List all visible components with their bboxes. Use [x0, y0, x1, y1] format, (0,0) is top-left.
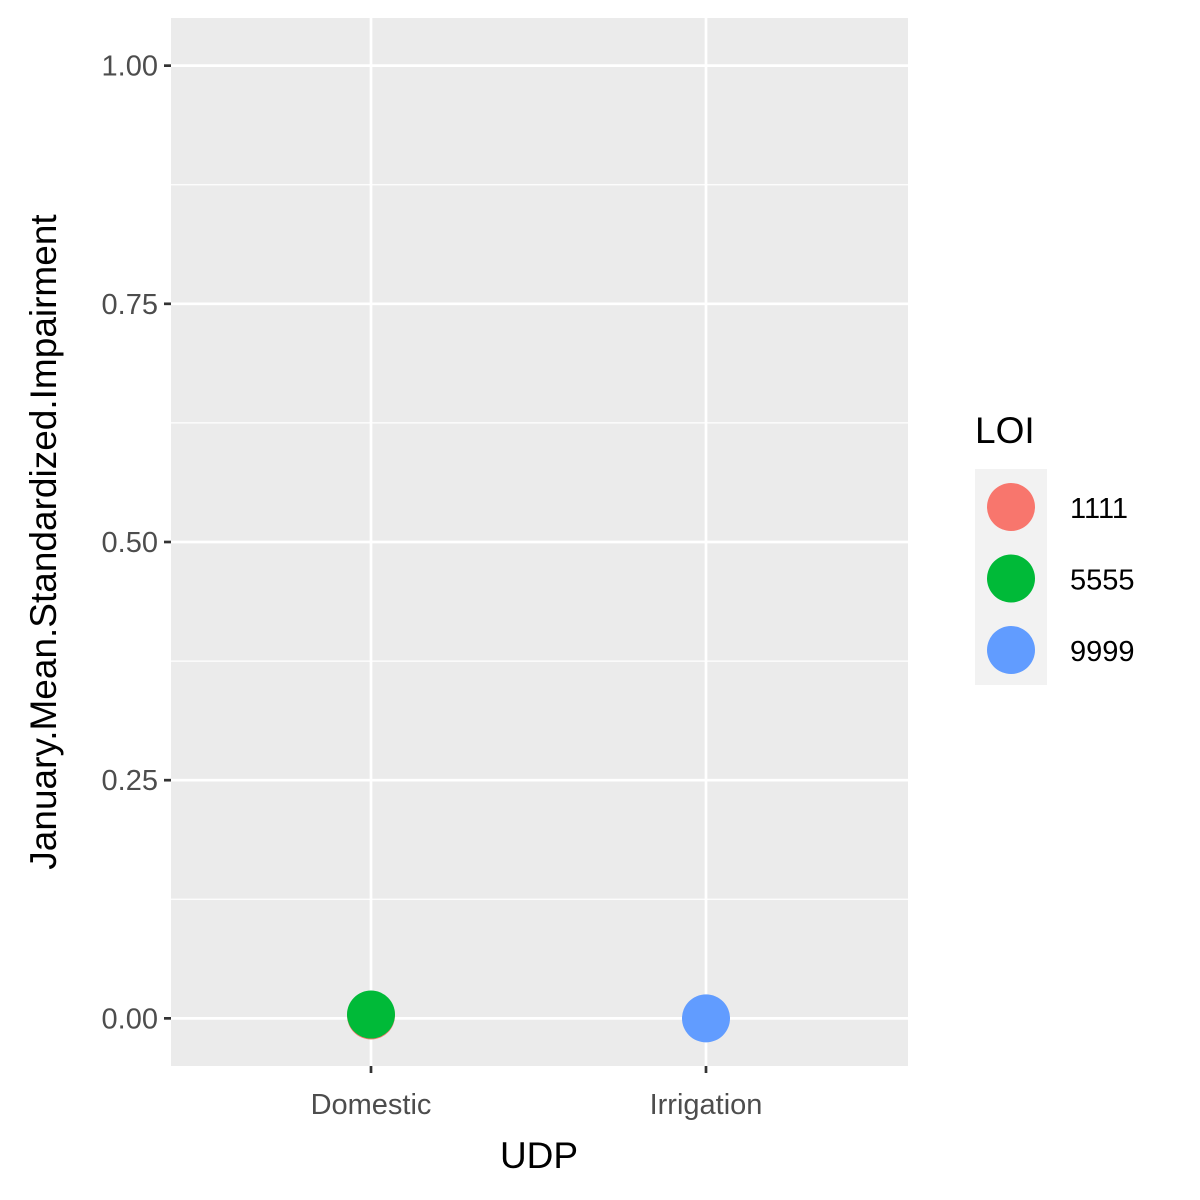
legend-key [987, 626, 1035, 674]
data-point [347, 990, 395, 1039]
legend-key [987, 483, 1035, 531]
legend: LOI 1111 5555 9999 [975, 410, 1135, 685]
y-axis: 0.00 0.25 0.50 0.75 1.00 [102, 51, 171, 1035]
y-axis-title: January.Mean.Standardized.Impairment [23, 214, 64, 870]
y-tick-label: 1.00 [102, 51, 158, 83]
y-tick-label: 0.00 [102, 1003, 158, 1035]
legend-label: 9999 [1070, 636, 1135, 668]
y-tick-label: 0.50 [102, 527, 158, 559]
x-axis-title: UDP [500, 1135, 578, 1176]
legend-key [987, 554, 1035, 603]
x-tick-label: Irrigation [650, 1089, 763, 1121]
major-gridlines [171, 18, 908, 1066]
legend-title: LOI [975, 410, 1035, 451]
data-point [682, 994, 730, 1043]
legend-label: 1111 [1070, 493, 1128, 525]
y-tick-label: 0.75 [102, 289, 158, 321]
y-tick-label: 0.25 [102, 765, 158, 797]
x-axis: Domestic Irrigation [311, 1066, 763, 1121]
legend-entries: 1111 5555 9999 [987, 483, 1135, 674]
x-tick-label: Domestic [311, 1089, 432, 1121]
legend-label: 5555 [1070, 565, 1135, 597]
minor-gridlines [171, 184, 908, 900]
data-points [347, 990, 730, 1043]
